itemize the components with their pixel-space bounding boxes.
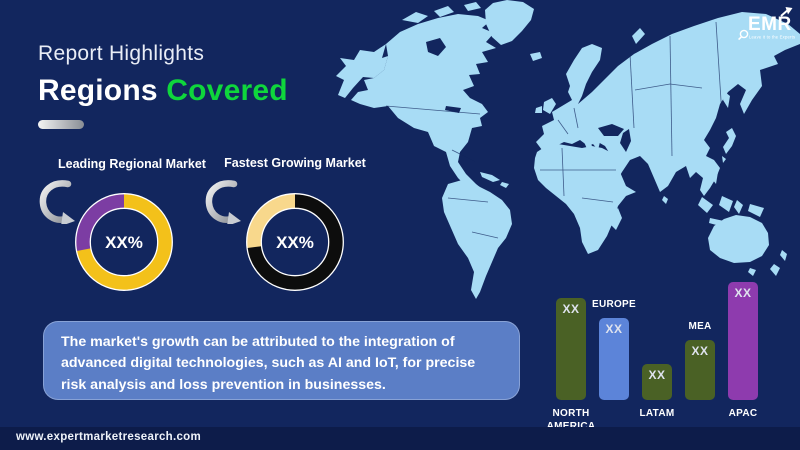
bar: XX bbox=[685, 340, 715, 400]
curved-arrow-icon bbox=[39, 180, 75, 224]
donut-chart-fastest: XX% bbox=[246, 193, 344, 291]
bar-column-latam: XX LATAM bbox=[639, 282, 674, 419]
bar-label: MEA bbox=[688, 321, 712, 332]
map-japan bbox=[723, 128, 736, 154]
map-eurasia bbox=[536, 12, 800, 196]
bar-label: NORTH AMERICA bbox=[547, 408, 595, 432]
bar-column-apac: XX APAC bbox=[728, 282, 758, 419]
title-white: Regions bbox=[38, 74, 158, 107]
bar-label: APAC bbox=[728, 408, 758, 419]
emr-tagline: Leave it to the Experts bbox=[749, 35, 795, 40]
bar-value: XX bbox=[691, 344, 709, 358]
map-madagascar bbox=[610, 208, 622, 230]
bar: XX bbox=[728, 282, 758, 400]
donut-value: XX% bbox=[105, 233, 143, 252]
donut-label-fastest: Fastest Growing Market bbox=[224, 156, 366, 170]
donut-chart-leading: XX% bbox=[75, 193, 173, 291]
donut-label-leading: Leading Regional Market bbox=[58, 157, 206, 171]
bar-value: XX bbox=[734, 286, 752, 300]
website-url: www.expertmarketresearch.com bbox=[16, 431, 202, 443]
map-south-america bbox=[442, 180, 512, 299]
emr-logo: EMR Leave it to the Experts bbox=[736, 5, 798, 45]
magnifier-icon bbox=[738, 29, 749, 41]
donut-value: XX% bbox=[276, 233, 314, 252]
emr-arrow-icon bbox=[780, 7, 793, 17]
curved-arrow-icon bbox=[205, 180, 241, 224]
bar-value: XX bbox=[562, 302, 580, 316]
map-australia bbox=[708, 215, 769, 263]
region-bar-chart: XX NORTH AMERICA XX EUROPE XX LATAM XX MEA XX APA… bbox=[547, 282, 758, 432]
map-uk bbox=[543, 98, 556, 114]
bar-column-europe: XX EUROPE bbox=[592, 282, 636, 400]
bar: XX bbox=[642, 364, 672, 400]
bar-label: EUROPE bbox=[591, 299, 637, 310]
title-green: Covered bbox=[166, 74, 288, 107]
page-title: Regions Covered bbox=[38, 74, 288, 108]
market-growth-callout: The market's growth can be attributed to… bbox=[43, 321, 520, 400]
bar: XX bbox=[556, 298, 586, 400]
bar-value: XX bbox=[605, 322, 623, 336]
emr-logo-text: EMR bbox=[748, 14, 792, 35]
map-greenland bbox=[485, 0, 534, 45]
world-map bbox=[336, 0, 800, 299]
bar: XX bbox=[599, 318, 629, 400]
bar-value: XX bbox=[648, 368, 666, 382]
map-africa bbox=[534, 144, 636, 254]
map-alaska bbox=[336, 44, 388, 98]
bar-column-mea: XX MEA bbox=[685, 282, 715, 400]
footer-band bbox=[0, 427, 800, 450]
map-north-america bbox=[351, 14, 496, 194]
report-highlights-heading: Report Highlights bbox=[38, 42, 205, 65]
bar-column-north-america: XX NORTH AMERICA bbox=[547, 282, 595, 432]
bar-label: LATAM bbox=[639, 408, 675, 419]
title-underline bbox=[38, 120, 84, 129]
